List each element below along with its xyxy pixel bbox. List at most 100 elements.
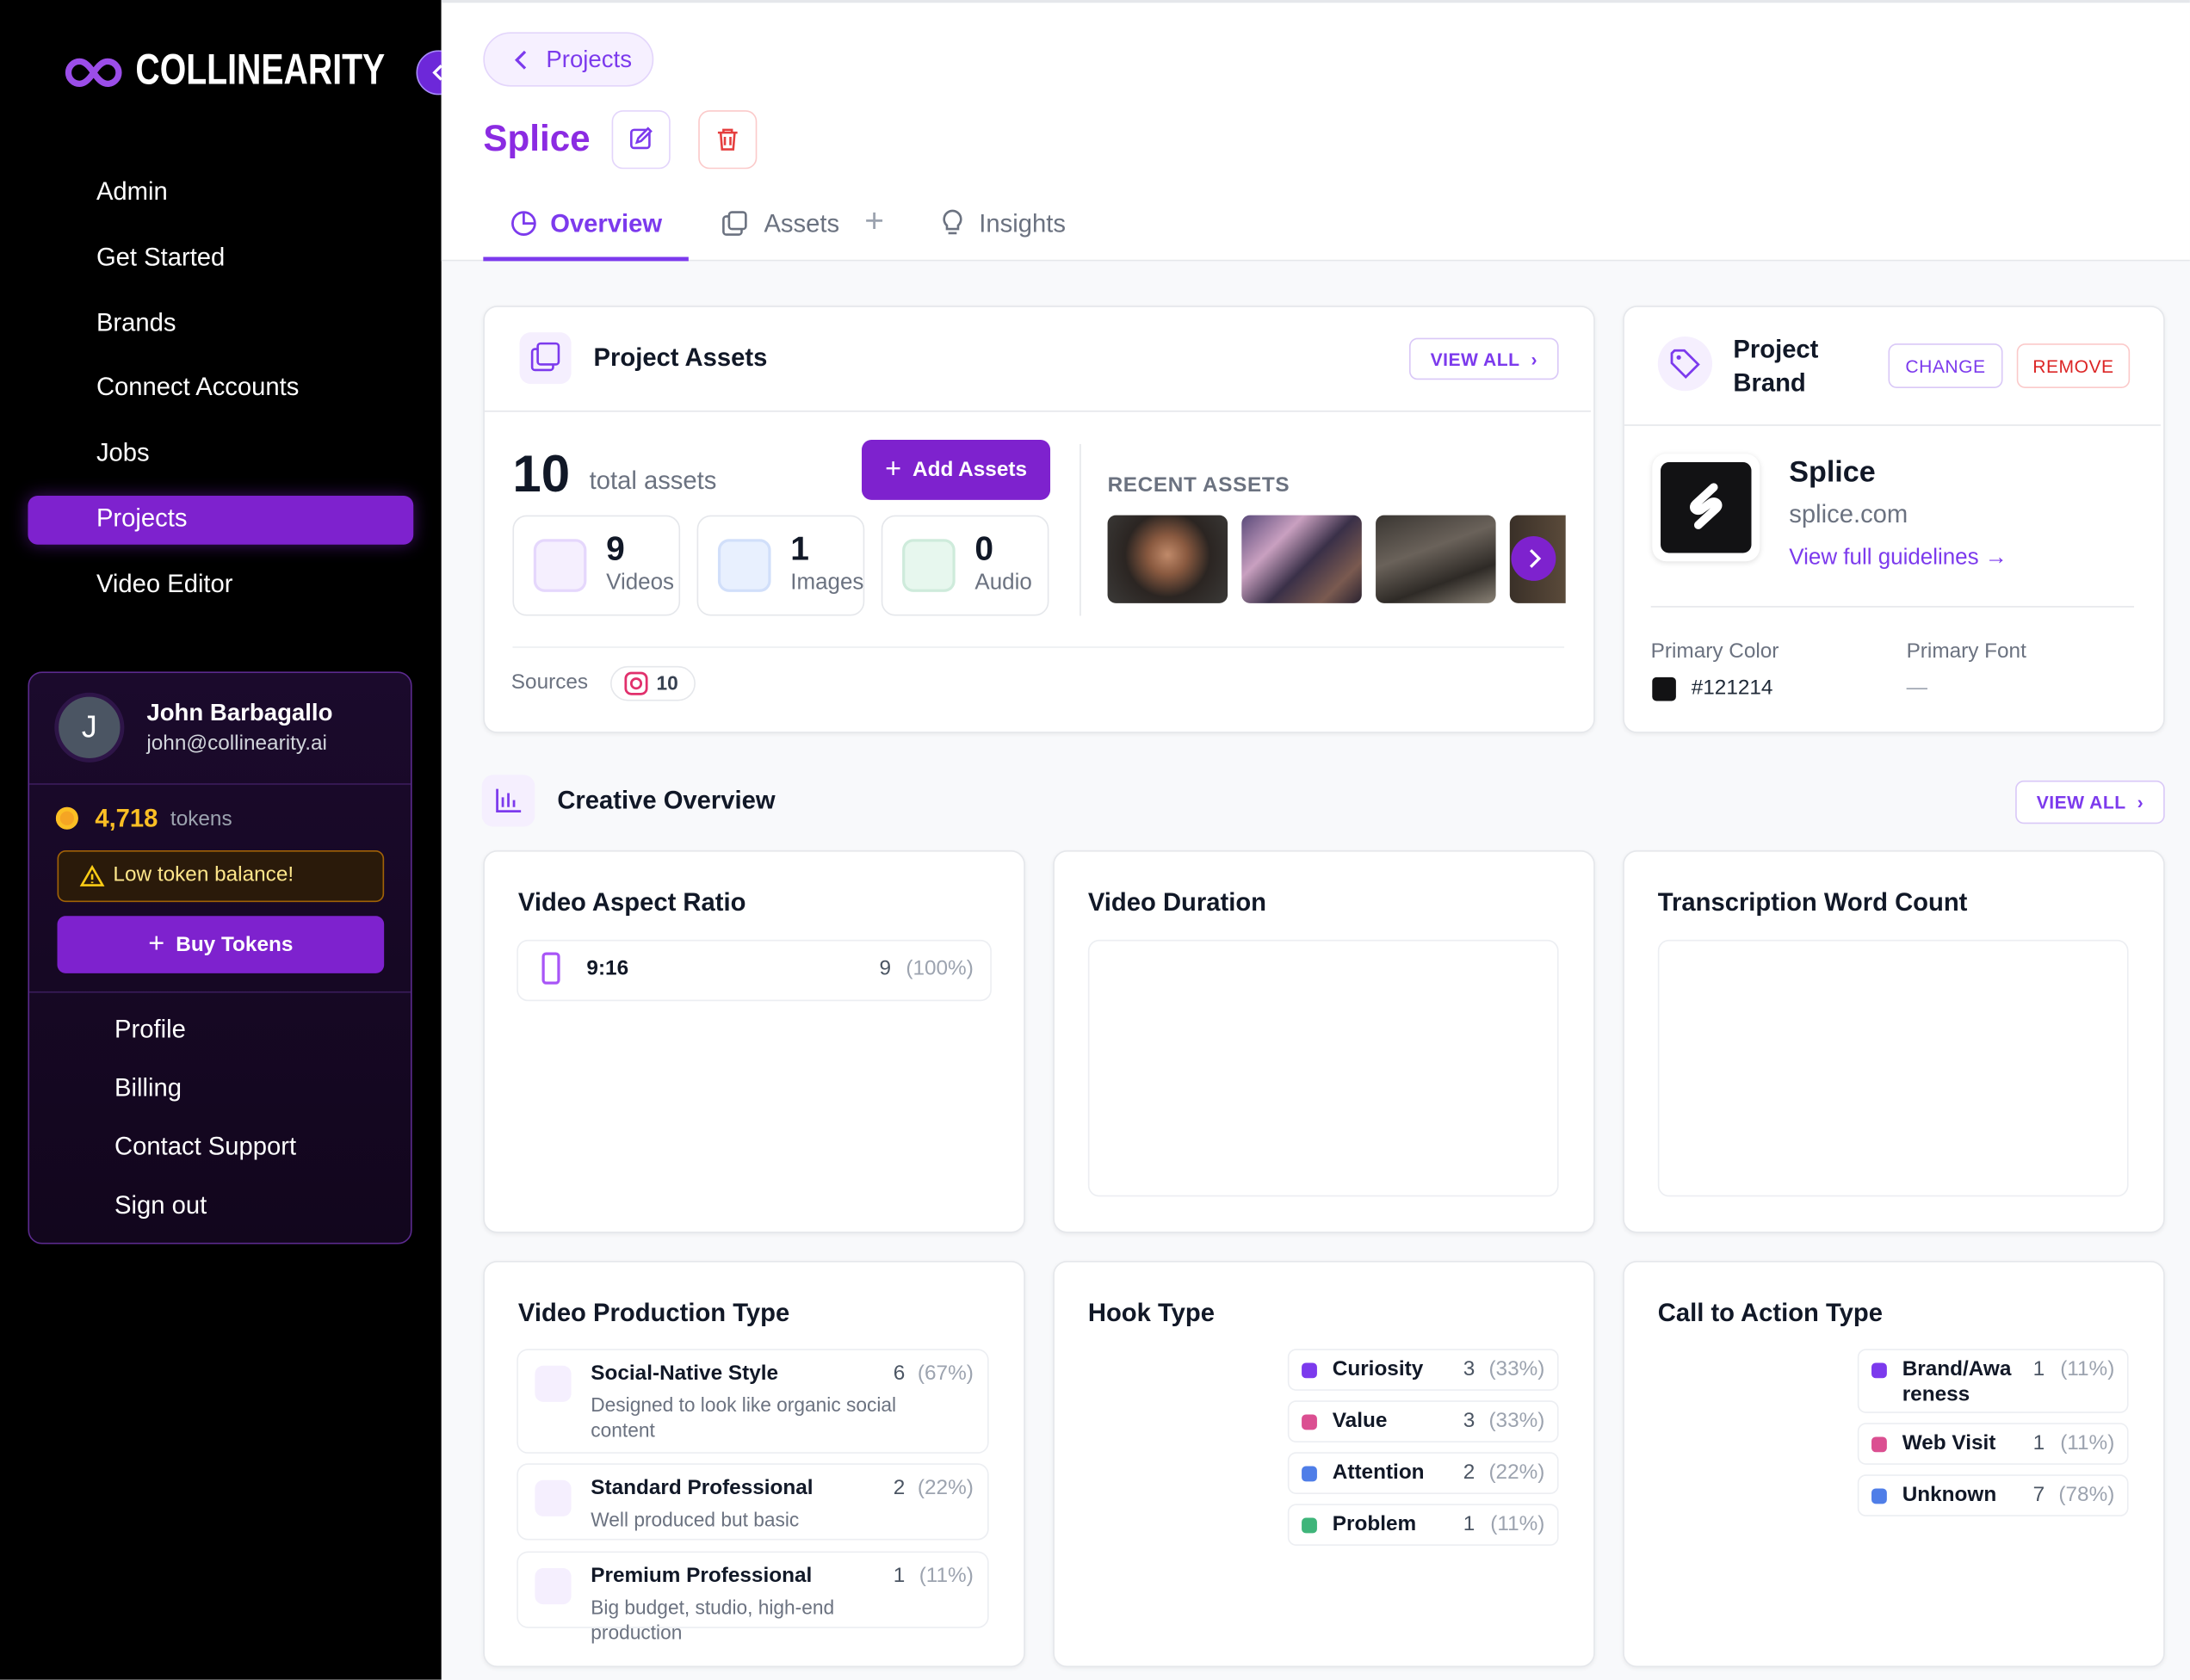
menu-item[interactable]: Contact Support (114, 1132, 297, 1161)
chart-card (483, 850, 1025, 1233)
back-button[interactable]: Projects (483, 32, 654, 87)
item-share: (22%) (917, 1475, 974, 1500)
asset-thumbnail[interactable] (1107, 515, 1228, 603)
icon-part (943, 209, 962, 235)
delete-button[interactable] (698, 110, 758, 170)
legend-share: (11%) (2060, 1430, 2115, 1455)
sources-pill (609, 665, 696, 701)
nav-item[interactable]: Brands (96, 307, 176, 337)
decoration: › (1531, 348, 1537, 370)
menu-item[interactable]: Profile (114, 1015, 186, 1043)
icon-part (1670, 349, 1700, 379)
tab[interactable]: Assets (764, 209, 840, 238)
legend-label: Problem (1332, 1512, 1417, 1536)
divider (512, 646, 1565, 648)
nav-item[interactable]: Admin (96, 177, 168, 206)
nav-item[interactable]: Jobs (96, 438, 150, 467)
nav-item[interactable]: Connect Accounts (96, 373, 300, 402)
legend-swatch (1302, 1362, 1317, 1379)
tab[interactable]: Insights (979, 209, 1066, 238)
icon-part (496, 788, 522, 812)
legend-swatch (1302, 1466, 1317, 1482)
icon-part (624, 671, 648, 695)
menu-item[interactable]: Sign out (114, 1190, 207, 1220)
chart-title: Hook Type (1087, 1298, 1215, 1327)
legend-item (1287, 1504, 1559, 1546)
icon-part (1690, 483, 1723, 529)
change-button[interactable]: CHANGE (1888, 343, 2003, 389)
item-icon (535, 1479, 572, 1516)
chart-card (1053, 1261, 1595, 1668)
tab[interactable]: Overview (550, 209, 663, 238)
user-email: john@collinearity.ai (146, 732, 327, 756)
icon-part (432, 65, 442, 81)
section-icon (481, 775, 535, 827)
legend-share: (33%) (1488, 1356, 1545, 1381)
brand-logo (1652, 454, 1760, 562)
warning-text: Low token balance! (113, 862, 294, 887)
nav-item[interactable]: Video Editor (96, 569, 233, 598)
view-all-button[interactable]: VIEW ALL › (1409, 337, 1559, 380)
count-value: 1 (790, 530, 809, 569)
nav-item[interactable]: Projects (96, 503, 188, 533)
tab-underline (483, 256, 689, 262)
buy-tokens-button[interactable]: + Buy Tokens (57, 916, 385, 973)
icon-part (65, 58, 122, 87)
next-assets-button[interactable] (1511, 536, 1556, 581)
primary-color-label: Primary Color (1650, 639, 1779, 664)
icon-part (1676, 355, 1681, 360)
divider (1650, 606, 2135, 608)
legend-label: Attention (1332, 1461, 1425, 1485)
icon-part (717, 128, 738, 151)
asset-thumbnail[interactable] (1376, 515, 1496, 603)
list-item (517, 1551, 989, 1628)
icon-part (1530, 549, 1542, 568)
legend-swatch (1302, 1517, 1317, 1534)
item-count: 1 (893, 1564, 906, 1588)
nav-active-bg (28, 495, 414, 545)
color-swatch (1652, 676, 1676, 701)
card-title: Video Aspect Ratio (517, 887, 746, 917)
icon-part (536, 342, 560, 366)
legend-count: 1 (2032, 1430, 2045, 1455)
legend-swatch (1871, 1362, 1887, 1379)
legend-item (1287, 1349, 1559, 1391)
token-amount: 4,718 (95, 804, 158, 832)
chart-panel (1657, 939, 2129, 1197)
legend-share: (33%) (1488, 1409, 1545, 1433)
phone-icon (541, 952, 560, 985)
nav-item[interactable]: Get Started (96, 242, 226, 271)
guidelines-link[interactable]: View full guidelines → (1789, 546, 2007, 570)
decoration: + (885, 454, 902, 485)
chart-panel (1087, 939, 1559, 1197)
legend-label: Unknown (1902, 1482, 1997, 1507)
primary-font-label: Primary Font (1906, 639, 2026, 664)
edit-button[interactable] (611, 110, 671, 170)
add-assets-button[interactable]: + Add Assets (862, 440, 1051, 500)
avatar: J (54, 692, 125, 763)
icon-part (530, 342, 560, 372)
icon-part (432, 65, 442, 81)
legend-label: Curiosity (1332, 1356, 1424, 1381)
legend-item (1287, 1452, 1559, 1494)
item-share: (11%) (919, 1564, 974, 1588)
remove-button[interactable]: REMOVE (2016, 343, 2131, 389)
legend-item (1857, 1474, 2129, 1516)
divider (1080, 443, 1081, 616)
menu-item[interactable]: Billing (114, 1073, 182, 1102)
sources-count: 10 (656, 671, 678, 695)
asset-thumbnail[interactable] (1241, 515, 1362, 603)
icon-part (630, 128, 651, 150)
item-desc: Well produced but basic (591, 1508, 800, 1531)
legend-count: 1 (2032, 1356, 2045, 1381)
count-icon (533, 539, 587, 592)
item-count: 2 (893, 1475, 906, 1500)
view-all-button[interactable]: VIEW ALL › (2015, 780, 2165, 825)
legend-item (1287, 1400, 1559, 1442)
icon-part (1690, 483, 1723, 529)
coin-icon (55, 806, 78, 830)
add-tab-icon[interactable]: + (864, 202, 885, 241)
count-icon (717, 539, 771, 592)
chart-card (1623, 850, 2165, 1233)
